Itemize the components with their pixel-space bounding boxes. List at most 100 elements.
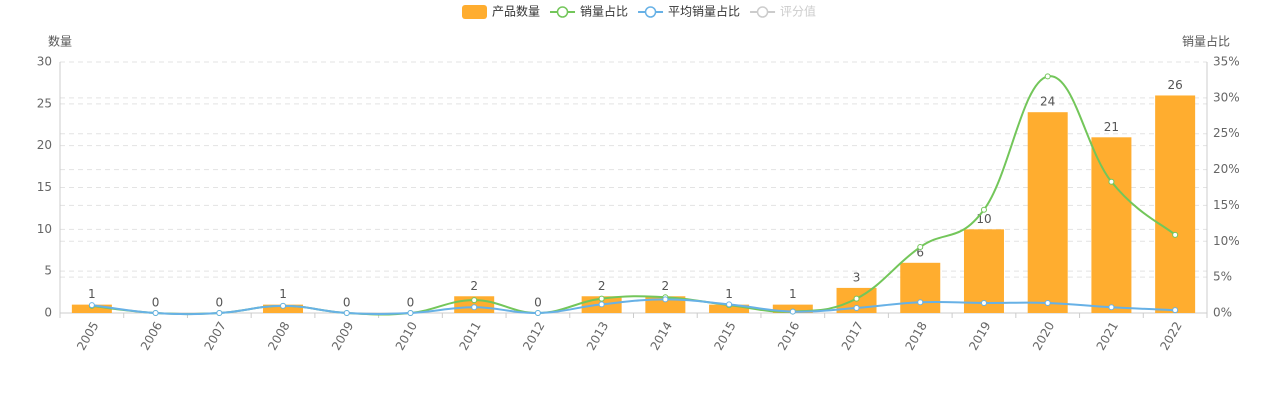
value-label: 0 — [215, 296, 223, 310]
value-label: 0 — [534, 296, 542, 310]
y2-axis-label: 销量占比 — [1182, 34, 1230, 49]
y-tick-label: 5 — [44, 264, 52, 278]
point — [407, 310, 414, 316]
y-tick-label: 15 — [37, 180, 52, 194]
point — [662, 296, 669, 303]
value-label: 24 — [1040, 95, 1055, 109]
x-tick-label: 2017 — [839, 319, 866, 352]
x-tick-label: 2020 — [1030, 319, 1057, 352]
value-label: 0 — [407, 296, 415, 310]
y2-tick-label: 20% — [1213, 162, 1240, 176]
point — [789, 308, 796, 315]
y-axis-label: 数量 — [48, 34, 72, 49]
value-label: 1 — [88, 287, 96, 301]
x-tick-label: 2008 — [265, 319, 292, 352]
legend-item[interactable]: 销量占比 — [550, 4, 628, 19]
point — [917, 299, 924, 306]
x-tick-label: 2019 — [966, 319, 993, 352]
x-tick-label: 2009 — [329, 319, 356, 352]
point — [280, 302, 287, 309]
bar — [709, 304, 750, 313]
y2-tick-label: 15% — [1213, 198, 1240, 212]
point — [853, 304, 860, 311]
y-tick-label: 20 — [37, 138, 52, 152]
value-label: 1 — [279, 287, 287, 301]
x-tick-label: 2022 — [1157, 319, 1184, 352]
value-label: 1 — [725, 287, 733, 301]
point — [598, 295, 605, 302]
point — [598, 301, 605, 308]
bar — [900, 262, 941, 313]
legend-label: 评分值 — [780, 4, 816, 19]
legend-item[interactable]: 产品数量 — [462, 4, 540, 20]
value-label: 3 — [853, 270, 861, 284]
x-tick-label: 2021 — [1094, 319, 1121, 352]
y2-tick-label: 25% — [1213, 126, 1240, 140]
x-tick-label: 2006 — [138, 319, 165, 352]
point — [980, 299, 987, 306]
value-label: 21 — [1104, 120, 1119, 134]
x-tick-label: 2010 — [393, 319, 420, 352]
y2-tick-label: 35% — [1213, 55, 1240, 69]
point — [1044, 299, 1051, 306]
legend-item[interactable]: 评分值 — [750, 4, 816, 19]
x-tick-label: 2012 — [520, 319, 547, 352]
legend-swatch — [644, 6, 657, 18]
point — [88, 302, 95, 309]
value-label: 2 — [662, 279, 670, 293]
bar — [963, 229, 1004, 313]
point — [152, 310, 159, 316]
legend-label: 产品数量 — [492, 4, 540, 19]
value-label: 2 — [598, 279, 606, 293]
point — [534, 310, 541, 316]
point — [853, 295, 860, 302]
legend-label: 销量占比 — [580, 4, 628, 19]
x-tick-label: 2014 — [648, 319, 675, 352]
bar — [1027, 112, 1068, 313]
y-tick-label: 0 — [44, 306, 52, 320]
x-tick-label: 2011 — [456, 319, 483, 352]
x-tick-label: 2007 — [202, 319, 229, 352]
point — [216, 310, 223, 316]
point — [1172, 307, 1179, 314]
x-tick-label: 2018 — [902, 319, 929, 352]
value-label: 2 — [470, 279, 478, 293]
legend-swatch — [462, 5, 487, 19]
x-tick-label: 2005 — [74, 319, 101, 352]
point — [471, 297, 478, 304]
point — [1044, 73, 1051, 80]
line — [91, 298, 1176, 316]
x-tick-label: 2013 — [584, 319, 611, 352]
point — [1172, 231, 1179, 238]
y2-tick-label: 10% — [1213, 234, 1240, 248]
y2-tick-label: 30% — [1213, 90, 1240, 104]
x-tick-label: 2015 — [711, 319, 738, 352]
point — [343, 310, 350, 316]
value-label: 10 — [976, 212, 991, 226]
line — [91, 75, 1176, 316]
point — [471, 304, 478, 311]
legend-label: 平均销量占比 — [668, 4, 740, 19]
y-tick-label: 25 — [37, 96, 52, 110]
point — [726, 301, 733, 308]
bar — [1155, 95, 1196, 313]
legend-swatch — [756, 6, 769, 18]
y2-tick-label: 5% — [1213, 270, 1232, 284]
point — [980, 206, 987, 213]
value-label: 1 — [789, 287, 797, 301]
value-label: 26 — [1167, 78, 1182, 92]
value-label: 6 — [916, 245, 924, 259]
y-tick-label: 30 — [37, 55, 52, 69]
y-tick-label: 10 — [37, 222, 52, 236]
y2-tick-label: 0% — [1213, 306, 1232, 320]
legend-item[interactable]: 平均销量占比 — [638, 4, 740, 19]
bar — [1091, 137, 1132, 313]
value-label: 0 — [152, 296, 160, 310]
point — [1108, 304, 1115, 311]
legend-swatch — [556, 6, 569, 18]
value-label: 0 — [343, 296, 351, 310]
point — [917, 244, 924, 251]
x-tick-label: 2016 — [775, 319, 802, 352]
point — [1108, 178, 1115, 185]
